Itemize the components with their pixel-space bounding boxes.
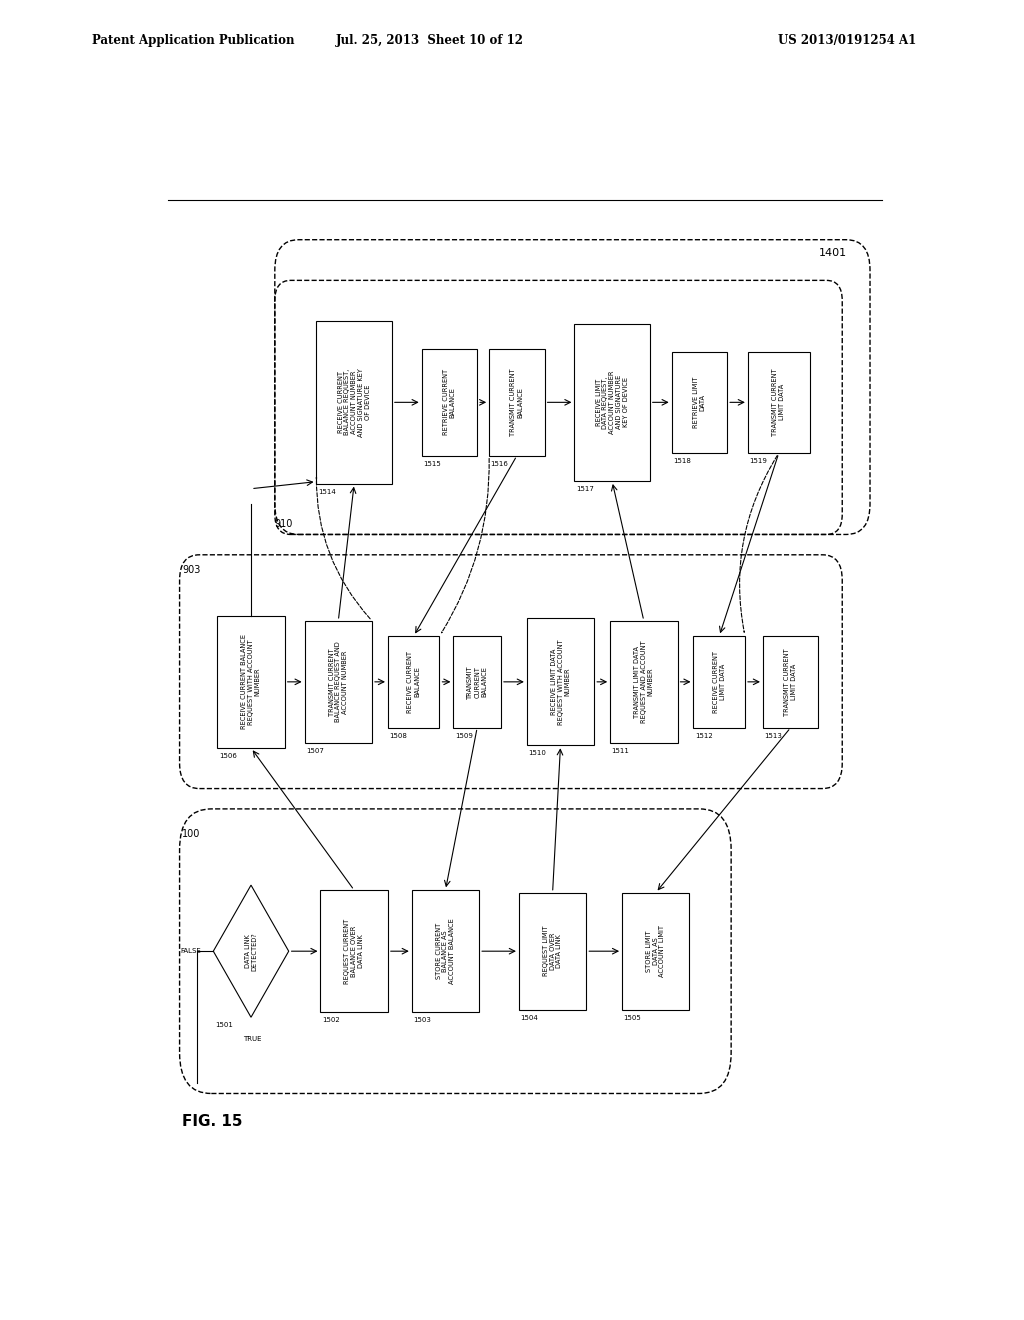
- FancyBboxPatch shape: [672, 351, 727, 453]
- FancyBboxPatch shape: [304, 620, 372, 743]
- Text: FIG. 15: FIG. 15: [182, 1114, 243, 1129]
- FancyBboxPatch shape: [693, 636, 745, 727]
- Text: TRANSMIT CURRENT
LIMIT DATA: TRANSMIT CURRENT LIMIT DATA: [784, 648, 797, 715]
- Text: RECEIVE LIMIT DATA
REQUEST WITH ACCOUNT
NUMBER: RECEIVE LIMIT DATA REQUEST WITH ACCOUNT …: [551, 639, 570, 725]
- Text: Jul. 25, 2013  Sheet 10 of 12: Jul. 25, 2013 Sheet 10 of 12: [336, 34, 524, 48]
- Text: 1515: 1515: [423, 461, 441, 467]
- Text: 903: 903: [182, 565, 201, 576]
- FancyBboxPatch shape: [388, 636, 439, 727]
- FancyBboxPatch shape: [321, 890, 388, 1012]
- Text: 1502: 1502: [322, 1018, 340, 1023]
- FancyBboxPatch shape: [519, 892, 587, 1010]
- Text: Patent Application Publication: Patent Application Publication: [92, 34, 295, 48]
- Text: 1512: 1512: [695, 733, 713, 739]
- Text: TRANSMIT
CURRENT
BALANCE: TRANSMIT CURRENT BALANCE: [467, 665, 487, 698]
- FancyBboxPatch shape: [454, 636, 501, 727]
- Text: TRUE: TRUE: [244, 1036, 262, 1041]
- Text: 1511: 1511: [611, 748, 630, 754]
- Text: 910: 910: [274, 519, 293, 529]
- Text: RECEIVE CURRENT
LIMIT DATA: RECEIVE CURRENT LIMIT DATA: [713, 651, 726, 713]
- Text: STORE LIMIT
DATA AS
ACCOUNT LIMIT: STORE LIMIT DATA AS ACCOUNT LIMIT: [646, 925, 666, 977]
- Text: TRANSMIT CURRENT
BALANCE REQUEST AND
ACCOUNT NUMBER: TRANSMIT CURRENT BALANCE REQUEST AND ACC…: [329, 642, 348, 722]
- FancyBboxPatch shape: [489, 348, 545, 455]
- Text: TRANSMIT CURRENT
LIMIT DATA: TRANSMIT CURRENT LIMIT DATA: [772, 368, 785, 436]
- Text: 1514: 1514: [318, 488, 336, 495]
- Text: 1519: 1519: [750, 458, 767, 465]
- Text: 1509: 1509: [455, 733, 473, 739]
- Text: RETRIEVE LIMIT
DATA: RETRIEVE LIMIT DATA: [693, 376, 706, 428]
- Text: DATA LINK
DETECTED?: DATA LINK DETECTED?: [245, 932, 257, 970]
- Text: 1507: 1507: [306, 748, 324, 754]
- Text: 1510: 1510: [528, 751, 546, 756]
- Text: 1401: 1401: [818, 248, 847, 257]
- FancyBboxPatch shape: [574, 323, 650, 480]
- FancyArrowPatch shape: [441, 458, 489, 632]
- Text: 1501: 1501: [215, 1022, 232, 1028]
- Polygon shape: [213, 886, 289, 1018]
- FancyBboxPatch shape: [748, 351, 810, 453]
- Text: RETRIEVE CURRENT
BALANCE: RETRIEVE CURRENT BALANCE: [443, 370, 456, 436]
- FancyArrowPatch shape: [739, 455, 777, 632]
- Text: 1508: 1508: [389, 733, 408, 739]
- Text: 1503: 1503: [414, 1018, 431, 1023]
- Text: 1516: 1516: [490, 461, 509, 467]
- Text: 1504: 1504: [520, 1015, 539, 1020]
- Text: 1518: 1518: [673, 458, 691, 465]
- Text: RECEIVE LIMIT
DATA REQUEST,
ACCOUNT NUMBER
AND SIGNATURE
KEY OF DEVICE: RECEIVE LIMIT DATA REQUEST, ACCOUNT NUMB…: [596, 371, 629, 434]
- Text: 1506: 1506: [219, 752, 237, 759]
- Text: 1517: 1517: [575, 486, 594, 492]
- FancyBboxPatch shape: [763, 636, 818, 727]
- FancyBboxPatch shape: [526, 618, 594, 746]
- FancyBboxPatch shape: [412, 890, 479, 1012]
- Text: TRANSMIT LIMIT DATA
REQUEST AND ACCOUNT
NUMBER: TRANSMIT LIMIT DATA REQUEST AND ACCOUNT …: [634, 640, 653, 723]
- Text: STORE CURRENT
BALANCE AS
ACCOUNT BALANCE: STORE CURRENT BALANCE AS ACCOUNT BALANCE: [435, 919, 456, 985]
- Text: FALSE: FALSE: [180, 948, 202, 954]
- Text: 1505: 1505: [624, 1015, 641, 1020]
- Text: RECEIVE CURRENT
BALANCE REQUEST,
ACCOUNT NUMBER
AND SIGNATURE KEY
OF DEVICE: RECEIVE CURRENT BALANCE REQUEST, ACCOUNT…: [338, 368, 371, 437]
- FancyBboxPatch shape: [217, 615, 285, 748]
- Text: 1513: 1513: [765, 733, 782, 739]
- FancyBboxPatch shape: [622, 892, 689, 1010]
- Text: RECEIVE CURRENT BALANCE
REQUEST WITH ACCOUNT
NUMBER: RECEIVE CURRENT BALANCE REQUEST WITH ACC…: [242, 635, 261, 730]
- Text: REQUEST LIMIT
DATA OVER
DATA LINK: REQUEST LIMIT DATA OVER DATA LINK: [543, 925, 562, 977]
- Text: TRANSMIT CURRENT
BALANCE: TRANSMIT CURRENT BALANCE: [511, 368, 523, 436]
- Text: 100: 100: [182, 829, 201, 840]
- FancyBboxPatch shape: [422, 348, 477, 455]
- FancyBboxPatch shape: [316, 321, 392, 483]
- FancyBboxPatch shape: [610, 620, 678, 743]
- Text: RECEIVE CURRENT
BALANCE: RECEIVE CURRENT BALANCE: [408, 651, 420, 713]
- Text: REQUEST CURRENT
BALANCE OVER
DATA LINK: REQUEST CURRENT BALANCE OVER DATA LINK: [344, 919, 364, 983]
- FancyArrowPatch shape: [316, 478, 370, 619]
- Text: US 2013/0191254 A1: US 2013/0191254 A1: [778, 34, 916, 48]
